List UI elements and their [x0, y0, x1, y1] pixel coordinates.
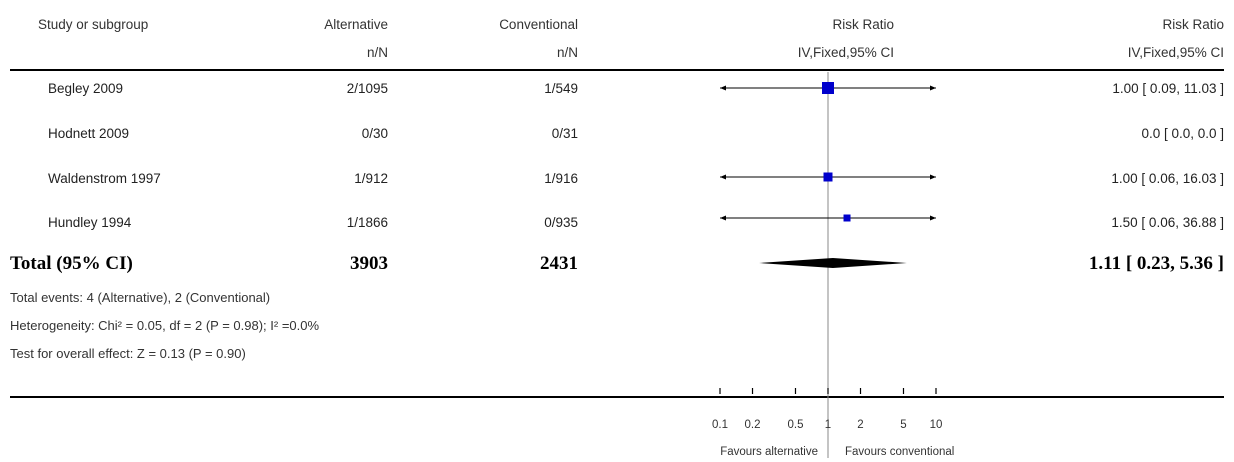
study-conv: 1/549: [544, 81, 578, 96]
study-conv: 1/916: [544, 171, 578, 186]
study-conv: 0/935: [544, 215, 578, 230]
ci-arrow-right: [930, 174, 936, 180]
study-estimate: 0.0 [ 0.0, 0.0 ]: [1141, 126, 1224, 141]
axis-tick-label: 0.2: [745, 419, 761, 431]
header-conventional: Conventional: [499, 17, 578, 32]
axis-tick-label: 10: [930, 419, 943, 431]
point-estimate: [843, 214, 851, 222]
total-conv: 2431: [540, 253, 578, 274]
study-alt: 0/30: [361, 126, 388, 141]
study-conv: 0/31: [551, 126, 578, 141]
axis-tick-label: 1: [825, 419, 831, 431]
header-conventional-sub: n/N: [556, 45, 578, 60]
study-name: Waldenstrom 1997: [48, 171, 161, 186]
header-alternative-sub: n/N: [366, 45, 388, 60]
ci-arrow-left: [720, 215, 726, 221]
header-estimate: Risk Ratio: [1162, 17, 1224, 32]
study-alt: 1/1866: [346, 215, 388, 230]
study-alt: 1/912: [354, 171, 388, 186]
favours-left: Favours alternative: [720, 446, 818, 458]
ci-arrow-right: [930, 85, 936, 91]
ci-arrow-right: [930, 215, 936, 221]
header-estimate-sub: IV,Fixed,95% CI: [1127, 45, 1224, 60]
total-estimate: 1.11 [ 0.23, 5.36 ]: [1088, 253, 1224, 274]
favours-right: Favours conventional: [845, 446, 955, 458]
total-label: Total (95% CI): [10, 253, 133, 274]
total-diamond: [759, 258, 907, 268]
study-alt: 2/1095: [346, 81, 388, 96]
ci-arrow-left: [720, 174, 726, 180]
total-alt: 3903: [350, 253, 388, 274]
point-estimate: [822, 82, 834, 94]
study-estimate: 1.50 [ 0.06, 36.88 ]: [1111, 215, 1224, 230]
header-rule: [10, 69, 1224, 71]
study-name: Hundley 1994: [48, 215, 132, 230]
axis-tick-label: 0.5: [787, 419, 803, 431]
bottom-rule: [10, 396, 1224, 398]
header-study: Study or subgroup: [38, 17, 149, 32]
overall-effect-note: Test for overall effect: Z = 0.13 (P = 0…: [10, 346, 246, 361]
ci-arrow-left: [720, 85, 726, 91]
study-name: Begley 2009: [48, 81, 124, 96]
header-alternative: Alternative: [324, 17, 388, 32]
heterogeneity-note: Heterogeneity: Chi² = 0.05, df = 2 (P = …: [10, 318, 320, 333]
total-events-note: Total events: 4 (Alternative), 2 (Conven…: [10, 290, 271, 305]
study-estimate: 1.00 [ 0.06, 16.03 ]: [1111, 171, 1224, 186]
header-plot-sub: IV,Fixed,95% CI: [797, 45, 894, 60]
point-estimate: [823, 172, 833, 182]
axis-tick-label: 2: [857, 419, 863, 431]
study-name: Hodnett 2009: [48, 126, 130, 141]
axis-tick-label: 0.1: [712, 419, 728, 431]
axis-tick-label: 5: [900, 419, 906, 431]
study-estimate: 1.00 [ 0.09, 11.03 ]: [1112, 81, 1224, 96]
header-plot: Risk Ratio: [832, 17, 894, 32]
